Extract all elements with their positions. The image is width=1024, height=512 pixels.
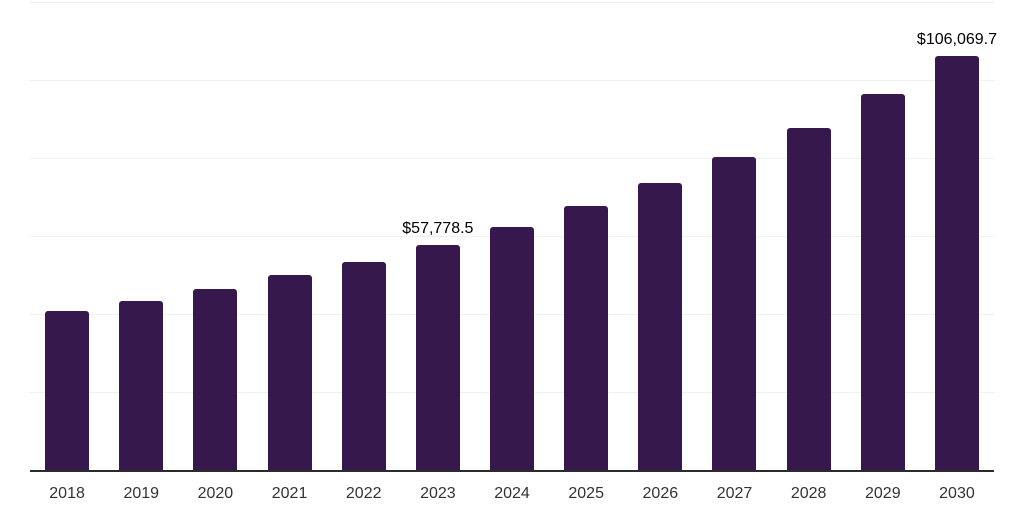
x-axis-label-2019: 2019: [123, 485, 160, 502]
bar-2024[interactable]: [490, 227, 535, 470]
bar-slot-2026: [623, 2, 697, 470]
data-label-2030: $106,069.7: [916, 31, 997, 49]
x-axis-label-2029: 2029: [865, 485, 901, 502]
bar-2018[interactable]: [45, 310, 90, 470]
bar-2023[interactable]: [415, 244, 460, 470]
bar-slot-2024: [475, 2, 549, 470]
bar-slot-2030: $106,069.7: [916, 2, 997, 470]
bar-2029[interactable]: [860, 94, 905, 470]
bar-2030[interactable]: [934, 56, 979, 470]
gridline-120000: [30, 2, 994, 3]
bar-slot-2021: [252, 2, 326, 470]
bar-slot-2029: [846, 2, 920, 470]
x-axis-label-2024: 2024: [494, 485, 530, 502]
bar-slot-2022: [327, 2, 401, 470]
data-label-2023: $57,778.5: [402, 219, 474, 237]
gridline-100000: [30, 80, 994, 81]
x-axis-label-2022: 2022: [345, 485, 382, 502]
bar-2027[interactable]: [712, 157, 757, 470]
gridline-80000: [30, 158, 994, 159]
bar-slot-2019: [104, 2, 178, 470]
x-axis-label-2018: 2018: [49, 485, 85, 502]
bar-2020[interactable]: [193, 289, 238, 470]
x-axis-labels: 2018 2019 2020 2021 2022 2023 2024 2025 2026 2027…: [30, 484, 994, 504]
x-axis-label-2021: 2021: [271, 485, 308, 502]
bar-slot-2027: [697, 2, 771, 470]
bar-2028[interactable]: [786, 127, 831, 470]
bar-2026[interactable]: [638, 183, 683, 470]
bar-slot-2028: [772, 2, 846, 470]
bar-slot-2018: [30, 2, 104, 470]
plot-area: $57,778.5 $106,069.7: [30, 2, 997, 472]
bar-2021[interactable]: [267, 275, 312, 470]
bar-slot-2025: [549, 2, 623, 470]
bar-2025[interactable]: [564, 206, 609, 470]
bar-2022[interactable]: [341, 261, 386, 470]
x-axis-label-2030: 2030: [939, 485, 975, 502]
x-axis-label-2025: 2025: [568, 485, 604, 502]
bar-slot-2020: [178, 2, 252, 470]
bars-container: $57,778.5 $106,069.7: [30, 2, 997, 470]
bar-slot-2023: $57,778.5: [401, 2, 475, 470]
x-axis-label-2027: 2027: [716, 485, 753, 502]
x-axis-label-2020: 2020: [197, 485, 234, 502]
x-axis-label-2026: 2026: [642, 485, 679, 502]
x-axis-label-2028: 2028: [790, 485, 827, 502]
x-axis-label-2023: 2023: [420, 485, 456, 502]
bar-2019[interactable]: [119, 301, 164, 470]
